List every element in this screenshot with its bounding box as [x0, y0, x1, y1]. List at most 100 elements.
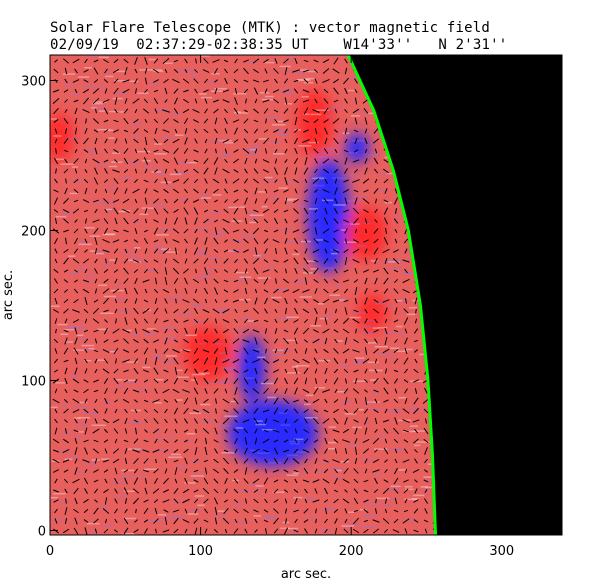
field-texture	[297, 281, 307, 283]
transverse-field-vector	[183, 308, 189, 314]
transverse-field-vector	[173, 68, 179, 74]
transverse-field-vector	[53, 197, 59, 205]
transverse-field-vector	[133, 338, 139, 344]
transverse-field-vector	[112, 328, 120, 334]
field-texture	[67, 137, 80, 140]
transverse-field-vector	[262, 99, 270, 103]
transverse-field-vector	[82, 109, 90, 113]
transverse-field-vector	[414, 358, 418, 364]
field-texture	[324, 277, 331, 280]
transverse-field-vector	[182, 498, 190, 504]
transverse-field-vector	[193, 358, 199, 364]
transverse-field-vector	[134, 78, 138, 84]
transverse-field-vector	[223, 289, 229, 293]
transverse-field-vector	[325, 308, 327, 314]
transverse-field-vector	[162, 149, 170, 153]
field-texture	[387, 259, 401, 262]
transverse-field-vector	[354, 268, 358, 274]
transverse-field-vector	[263, 129, 269, 133]
transverse-field-vector	[65, 178, 67, 184]
transverse-field-vector	[183, 359, 189, 363]
transverse-field-vector	[153, 227, 159, 235]
transverse-field-vector	[204, 328, 208, 334]
transverse-field-vector	[243, 238, 249, 244]
transverse-field-vector	[113, 428, 119, 434]
transverse-field-vector	[322, 298, 330, 304]
transverse-field-vector	[362, 439, 370, 443]
field-texture	[249, 148, 258, 151]
transverse-field-vector	[384, 438, 388, 444]
field-texture	[297, 79, 309, 81]
transverse-field-vector	[94, 528, 98, 534]
transverse-field-vector	[343, 528, 349, 534]
field-texture	[396, 299, 403, 302]
transverse-field-vector	[93, 79, 99, 83]
field-texture	[246, 212, 256, 214]
field-texture	[195, 228, 209, 230]
field-texture	[57, 323, 68, 326]
transverse-field-vector	[152, 68, 160, 74]
field-texture	[187, 513, 199, 515]
transverse-field-vector	[254, 337, 258, 345]
field-texture	[123, 251, 137, 254]
transverse-field-vector	[314, 316, 318, 326]
field-texture	[370, 379, 379, 381]
transverse-field-vector	[284, 97, 288, 105]
transverse-field-vector	[274, 348, 278, 354]
transverse-field-vector	[195, 428, 197, 434]
transverse-field-vector	[55, 328, 57, 334]
transverse-field-vector	[352, 349, 360, 353]
transverse-field-vector	[343, 288, 349, 294]
transverse-field-vector	[283, 527, 289, 535]
field-texture	[148, 58, 156, 61]
field-texture	[128, 259, 136, 261]
transverse-field-vector	[195, 268, 197, 274]
transverse-field-vector	[374, 277, 378, 285]
transverse-field-vector	[352, 248, 360, 254]
transverse-field-vector	[84, 418, 88, 424]
transverse-field-vector	[324, 378, 328, 384]
field-texture	[76, 337, 87, 340]
y-tick-label: 100	[21, 375, 46, 390]
transverse-field-vector	[403, 308, 409, 314]
transverse-field-vector	[223, 108, 229, 114]
transverse-field-vector	[283, 347, 289, 355]
transverse-field-vector	[143, 229, 149, 233]
transverse-field-vector	[124, 67, 128, 75]
field-texture	[91, 424, 106, 427]
transverse-field-vector	[304, 348, 308, 354]
transverse-field-vector	[294, 337, 298, 345]
transverse-field-vector	[364, 158, 368, 164]
transverse-field-vector	[214, 298, 218, 304]
field-texture	[163, 62, 173, 65]
transverse-field-vector	[234, 258, 238, 264]
field-texture	[144, 333, 156, 336]
transverse-field-vector	[155, 348, 157, 354]
transverse-field-vector	[252, 329, 260, 333]
transverse-field-vector	[174, 288, 178, 294]
transverse-field-vector	[134, 298, 138, 304]
transverse-field-vector	[224, 188, 228, 194]
transverse-field-vector	[123, 58, 129, 64]
field-texture	[199, 343, 206, 345]
transverse-field-vector	[373, 299, 379, 303]
transverse-field-vector	[123, 439, 129, 443]
field-texture	[205, 268, 213, 271]
transverse-field-vector	[313, 267, 319, 275]
field-texture	[191, 461, 201, 463]
field-texture	[196, 253, 207, 256]
transverse-field-vector	[123, 117, 129, 125]
transverse-field-vector	[284, 377, 288, 385]
transverse-field-vector	[372, 437, 380, 445]
transverse-field-vector	[123, 517, 129, 525]
field-texture	[345, 444, 359, 447]
transverse-field-vector	[164, 458, 168, 464]
transverse-field-vector	[302, 228, 310, 234]
transverse-field-vector	[273, 98, 279, 104]
field-texture	[383, 331, 396, 334]
transverse-field-vector	[103, 428, 109, 434]
transverse-field-vector	[264, 68, 268, 74]
transverse-field-vector	[344, 337, 348, 345]
field-texture	[403, 250, 415, 252]
field-texture	[119, 111, 126, 113]
